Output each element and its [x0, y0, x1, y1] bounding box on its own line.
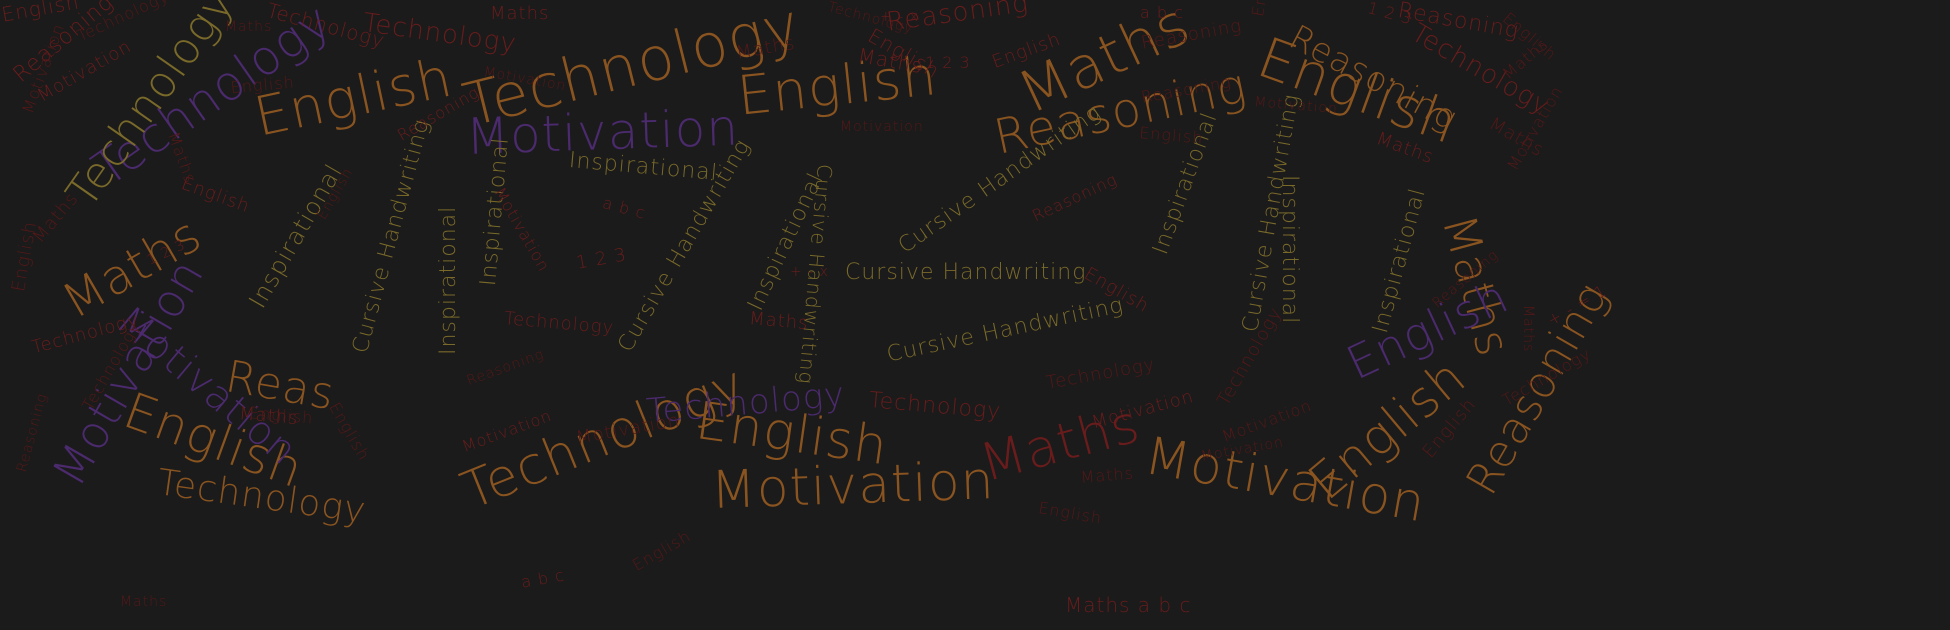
word: English	[629, 526, 695, 575]
word: English	[1138, 123, 1205, 148]
word: Motivation	[840, 119, 924, 135]
word: Maths	[225, 19, 273, 35]
word: Maths	[120, 594, 168, 610]
word: Maths	[490, 3, 550, 24]
word: Cursive Handwriting	[348, 116, 435, 356]
word: Maths	[28, 188, 83, 248]
symbol-text: a b c	[600, 193, 648, 223]
word: Cursive Handwriting	[845, 260, 1087, 285]
word: Maths	[1520, 305, 1536, 353]
word: English	[1248, 0, 1278, 18]
symbol-text: a b c	[519, 565, 567, 592]
symbol-text: 1 2 3	[925, 53, 971, 72]
word: Technology	[503, 308, 615, 339]
word: Maths	[1079, 463, 1135, 487]
word: Reasoning	[464, 346, 547, 390]
word: Technology	[1044, 353, 1157, 394]
symbol-text: 1 2 3	[574, 244, 629, 274]
word: Maths a b c	[1065, 593, 1192, 617]
word: Reasoning	[1029, 169, 1121, 226]
symbol-text: + - x	[880, 9, 919, 25]
word: English	[1037, 498, 1104, 528]
word: Motivation	[709, 451, 996, 521]
word: Inspirational	[436, 205, 461, 355]
symbol-text: + - x	[790, 264, 829, 280]
word: Cursive Handwriting	[884, 292, 1126, 368]
word: English	[325, 399, 374, 465]
word: Maths	[748, 308, 810, 335]
word: Inspirational	[1277, 175, 1302, 325]
word: Motivation	[1089, 385, 1197, 434]
symbol-text: a b c	[1140, 3, 1184, 22]
